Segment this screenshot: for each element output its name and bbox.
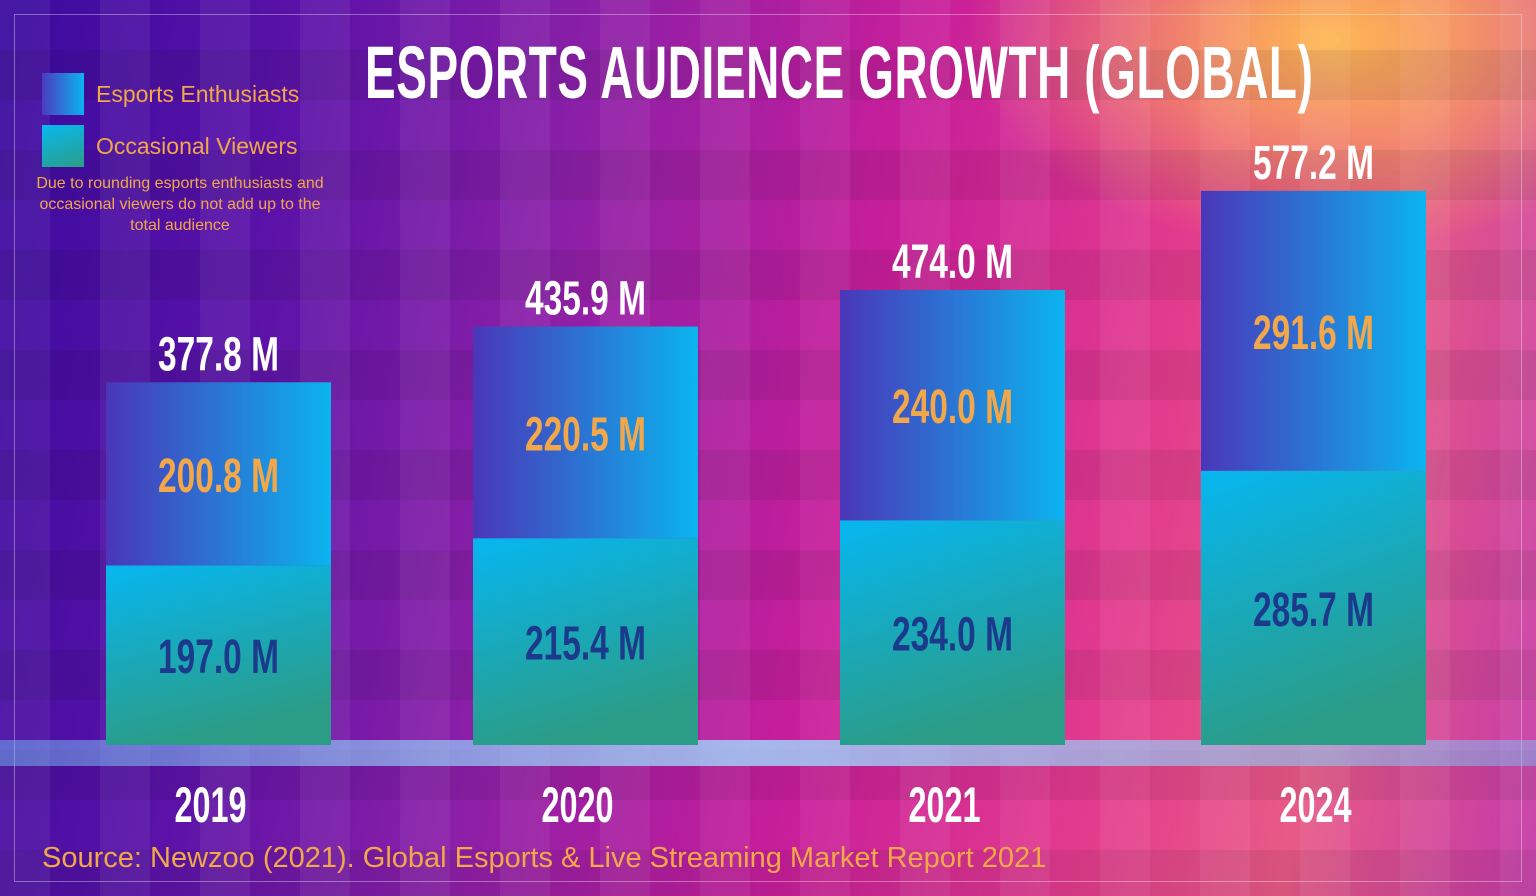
value-label-occasional: 234.0 M [892,609,1013,662]
value-label-occasional: 215.4 M [525,618,646,671]
value-label-enthusiasts: 200.8 M [158,450,279,503]
value-label-enthusiasts: 240.0 M [892,381,1013,434]
legend-item-enthusiasts: Esports Enthusiasts [42,68,299,120]
bar-esports-enthusiasts [840,289,1065,521]
total-label: 577.2 M [1253,137,1374,190]
source-text: Source: Newzoo (2021). Global Esports & … [42,842,1047,874]
x-tick-label: 2021 [909,777,981,833]
total-label: 435.9 M [525,273,646,326]
value-label-enthusiasts: 291.6 M [1253,307,1374,360]
legend-label-enthusiasts: Esports Enthusiasts [96,80,300,107]
total-label: 474.0 M [892,236,1013,289]
x-tick-label: 2020 [542,777,614,833]
bar-esports-enthusiasts [1201,190,1426,471]
legend-swatch-occasional [42,125,84,167]
bar-occasional-viewers [1201,470,1426,745]
legend-swatch-enthusiasts [42,73,84,115]
chart-title: ESPORTS AUDIENCE GROWTH (GLOBAL) [365,31,1314,114]
bar-occasional-viewers [840,520,1065,745]
legend-label-occasional: Occasional Viewers [96,132,298,159]
bar-occasional-viewers [106,565,331,745]
total-label: 377.8 M [158,328,279,381]
rounding-note: Due to rounding esports enthusiasts and … [36,175,324,234]
value-label-occasional: 197.0 M [158,631,279,684]
bar-esports-enthusiasts [106,382,331,566]
bar-occasional-viewers [473,538,698,745]
value-label-enthusiasts: 220.5 M [525,408,646,461]
x-tick-label: 2024 [1280,777,1352,833]
bar-esports-enthusiasts [473,326,698,539]
value-label-occasional: 285.7 M [1253,584,1374,637]
frame-border [14,14,1522,882]
legend: Esports Enthusiasts Occasional Viewers [42,68,299,172]
x-tick-label: 2019 [175,777,247,833]
legend-item-occasional: Occasional Viewers [42,120,299,172]
